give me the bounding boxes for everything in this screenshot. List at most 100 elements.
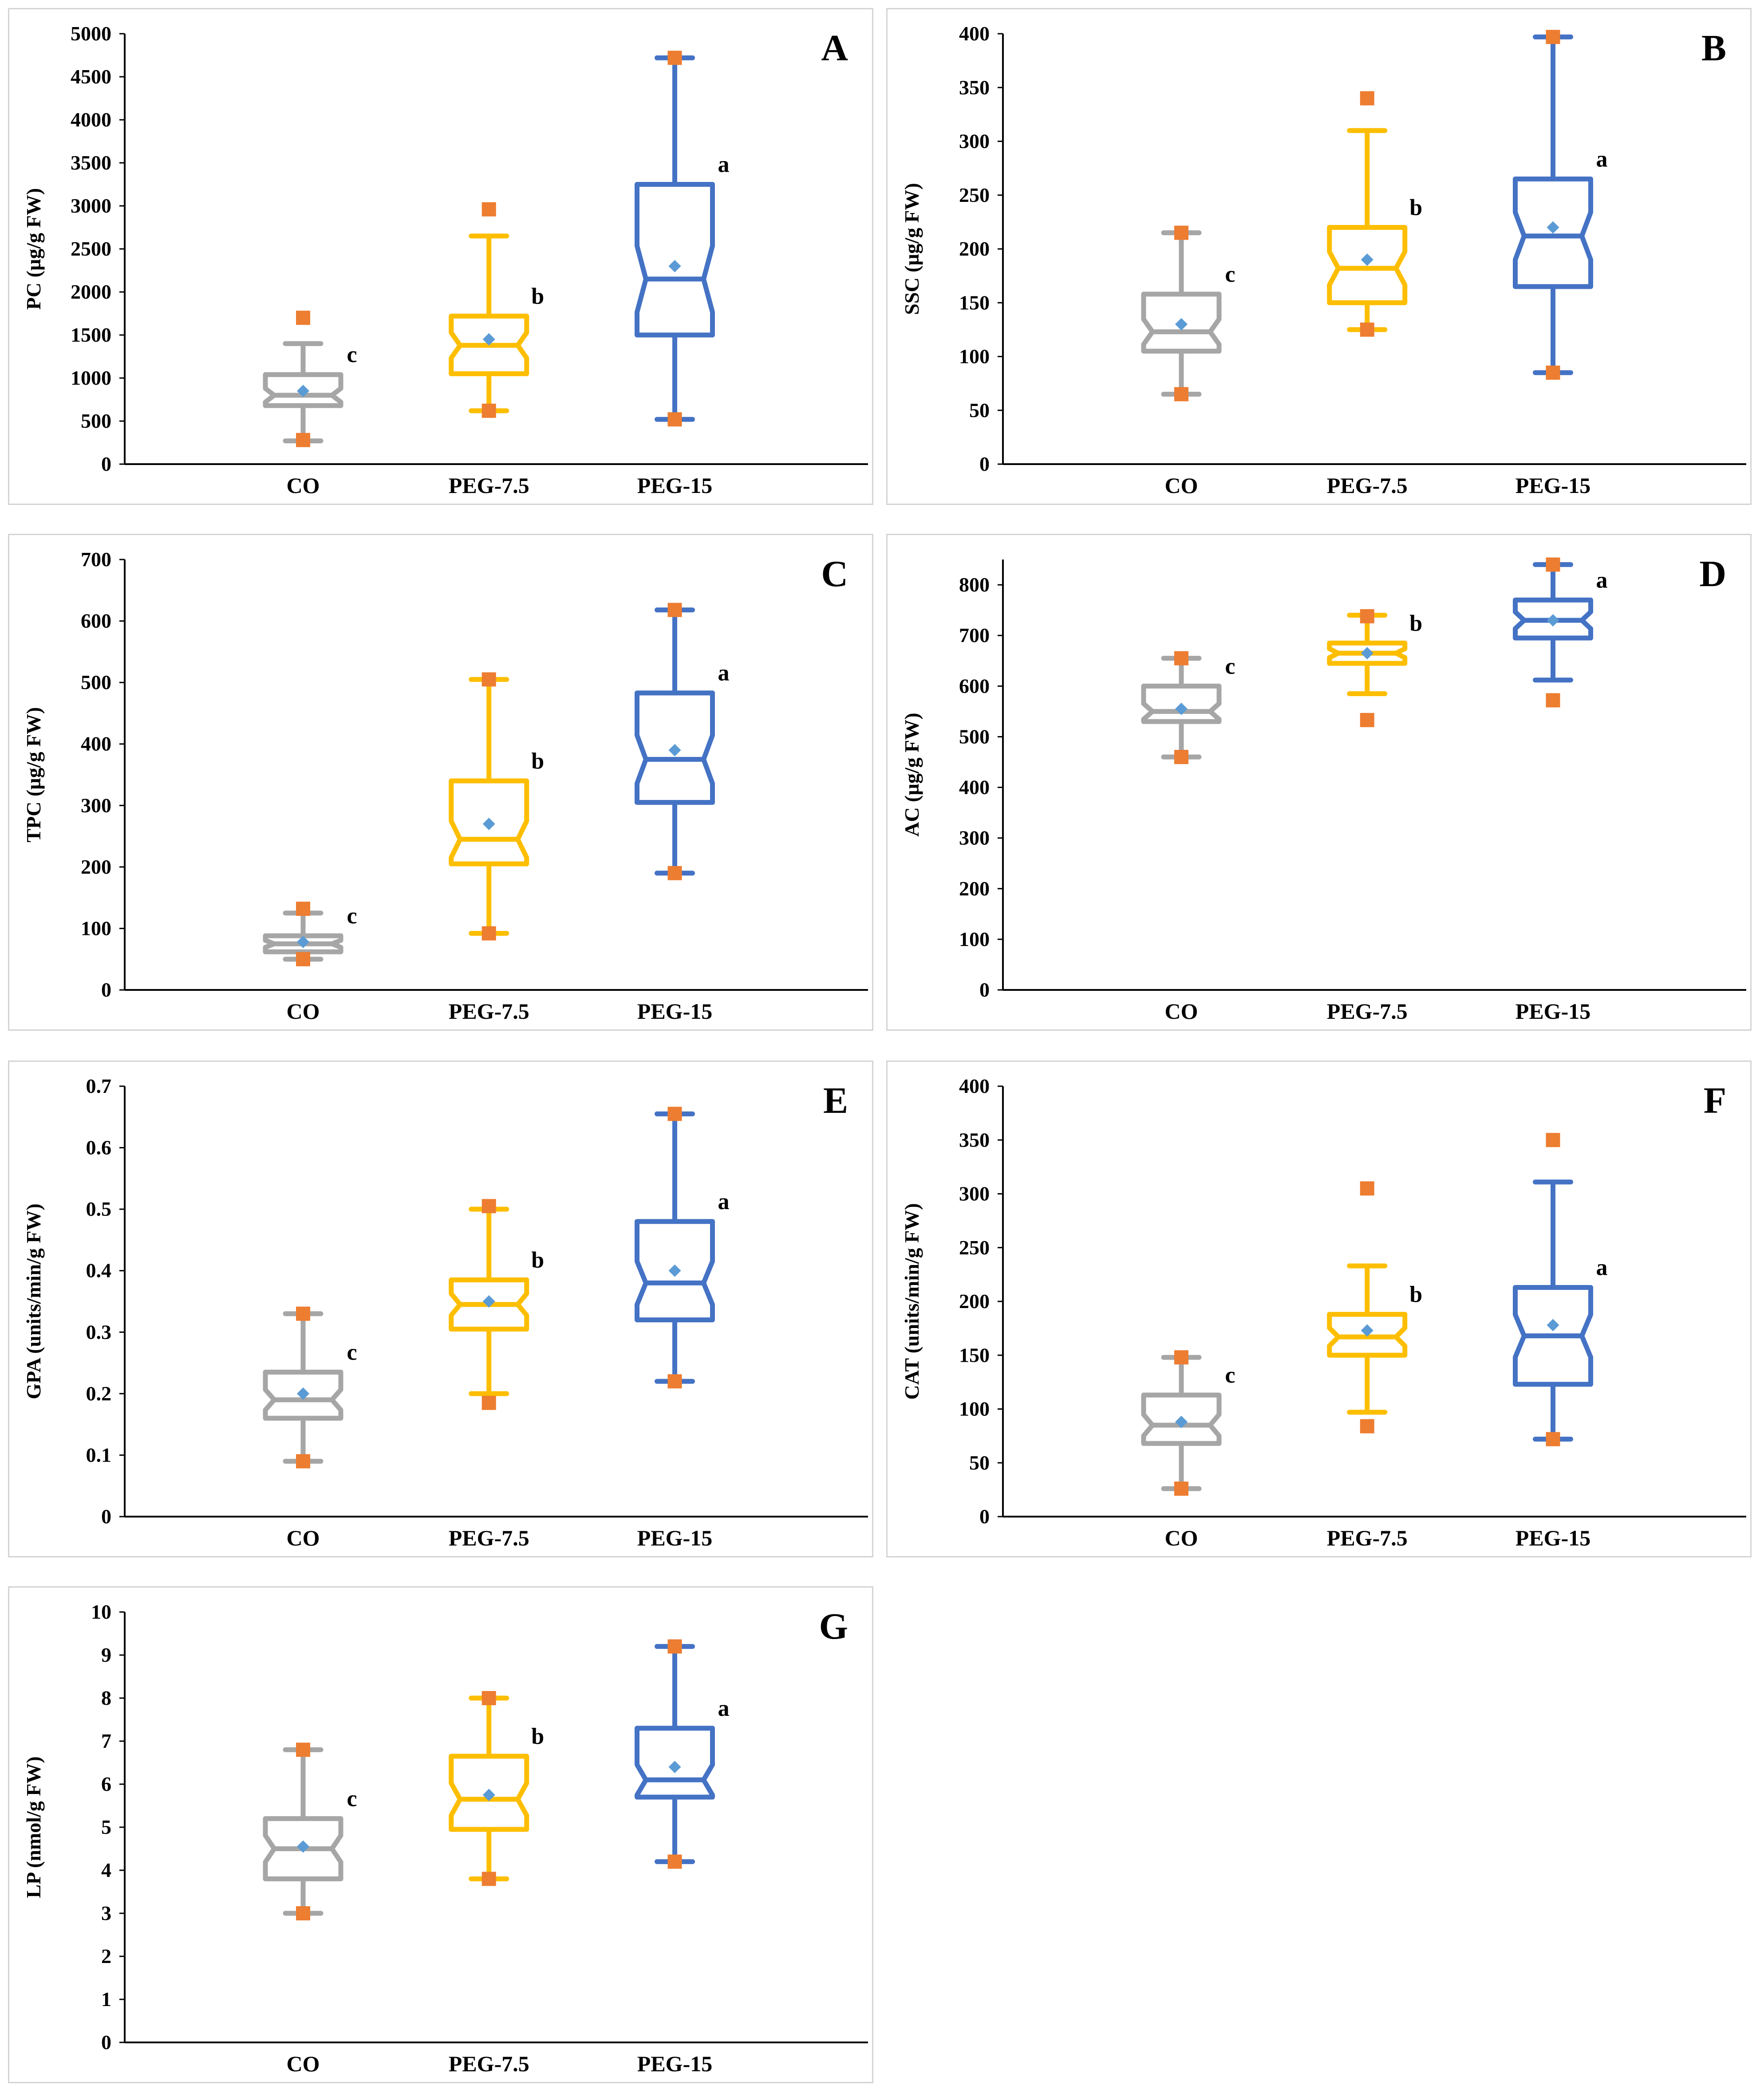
y-tick-label: 100 <box>81 917 111 939</box>
y-tick-label: 300 <box>959 130 990 153</box>
outlier-marker <box>296 952 310 966</box>
y-tick-label: 150 <box>959 291 990 314</box>
outlier-marker <box>667 412 682 427</box>
panel-letter: F <box>1704 1080 1726 1121</box>
x-category-label: PEG-15 <box>1515 1525 1590 1550</box>
outlier-marker <box>1174 651 1188 666</box>
y-tick-label: 800 <box>959 573 990 596</box>
outlier-marker <box>1546 365 1560 380</box>
panel-letter: E <box>823 1080 848 1121</box>
outlier-marker <box>1546 30 1560 44</box>
outlier-marker <box>667 1854 682 1869</box>
panel-letter: G <box>819 1606 848 1647</box>
x-category-label: PEG-15 <box>637 473 712 498</box>
outlier-marker <box>1546 693 1560 708</box>
y-tick-label: 100 <box>959 1398 990 1420</box>
box-peg-7.5: b <box>1327 609 1422 727</box>
outlier-marker <box>481 1199 496 1214</box>
significance-letter: b <box>1409 195 1422 221</box>
x-category-label: PEG-7.5 <box>449 2051 529 2076</box>
y-tick-label: 200 <box>959 237 990 260</box>
x-category-label: PEG-15 <box>1515 473 1590 498</box>
mean-marker <box>1361 647 1373 660</box>
mean-marker <box>482 333 495 346</box>
outlier-marker <box>1174 225 1188 240</box>
significance-letter: c <box>347 1786 357 1812</box>
y-tick-label: 600 <box>959 674 990 697</box>
outlier-marker <box>1174 750 1188 765</box>
y-tick-label: 300 <box>959 827 990 849</box>
box-peg-15: a <box>635 603 730 880</box>
box-peg-7.5: b <box>1327 1181 1422 1434</box>
chart-panel-e: 0 0.1 0.2 0.3 0.4 0.5 0.6 0.7 GPA (units/min/g F… <box>8 1060 873 1557</box>
mean-marker <box>1547 221 1559 234</box>
y-axis-title: CAT (units/min/g FW) <box>900 1203 923 1399</box>
y-tick-label: 250 <box>959 1236 990 1259</box>
panel-letter: B <box>1701 28 1726 69</box>
y-axis-title: GPA (units/min/g FW) <box>22 1203 45 1399</box>
y-axis-title: PC (µg/g FW) <box>22 188 45 310</box>
outlier-marker <box>296 311 310 325</box>
significance-letter: b <box>531 1248 544 1273</box>
x-category-label: PEG-15 <box>637 999 712 1024</box>
outlier-marker <box>667 1639 682 1654</box>
x-category-label: CO <box>287 999 320 1024</box>
outlier-marker <box>667 1107 682 1121</box>
y-tick-label: 0.6 <box>86 1136 112 1159</box>
y-tick-label: 400 <box>81 733 111 755</box>
chart-svg-f: 0 50 100 150 200 250 300 350 400 CAT (units/min/g… <box>900 1075 1746 1550</box>
outlier-marker <box>481 202 496 217</box>
panel-letter: D <box>1699 553 1726 595</box>
outlier-marker <box>296 433 310 447</box>
y-tick-label: 1 <box>101 1988 111 2010</box>
outlier-marker <box>1174 1350 1188 1365</box>
y-tick-label: 100 <box>959 345 990 368</box>
outlier-marker <box>667 603 682 617</box>
y-axis-title: LP (nmol/g FW) <box>22 1756 45 1898</box>
mean-marker <box>1175 702 1188 715</box>
y-tick-label: 50 <box>969 399 990 422</box>
y-tick-label: 0 <box>979 978 990 1001</box>
mean-marker <box>297 935 309 948</box>
outlier-marker <box>481 926 496 941</box>
y-tick-label: 9 <box>101 1644 111 1666</box>
box-co: c <box>263 902 357 966</box>
y-tick-label: 700 <box>959 624 990 646</box>
y-tick-label: 2000 <box>71 280 111 303</box>
y-tick-label: 350 <box>959 76 990 99</box>
y-tick-label: 400 <box>959 776 990 799</box>
y-tick-label: 500 <box>959 725 990 748</box>
box-co: c <box>1141 651 1235 765</box>
y-tick-label: 500 <box>81 410 111 432</box>
y-tick-label: 3500 <box>71 151 111 174</box>
box-peg-7.5: b <box>1327 91 1422 337</box>
x-category-label: CO <box>1165 999 1198 1024</box>
y-tick-label: 200 <box>959 877 990 900</box>
y-tick-label: 200 <box>959 1290 990 1313</box>
y-tick-label: 5000 <box>71 22 111 45</box>
box-co: c <box>1141 1350 1235 1496</box>
x-category-label: PEG-7.5 <box>1327 1525 1408 1550</box>
outlier-marker <box>1546 1133 1560 1147</box>
outlier-marker <box>1546 1432 1560 1447</box>
mean-marker <box>297 1840 309 1853</box>
y-tick-label: 150 <box>959 1344 990 1366</box>
outlier-marker <box>296 1306 310 1321</box>
x-category-label: PEG-15 <box>637 2051 712 2076</box>
box-peg-15: a <box>635 51 730 427</box>
chart-panel-c: 0 100 200 300 400 500 600 700 TPC (µg/g FW) C CO PE… <box>8 534 873 1031</box>
x-category-label: CO <box>287 2051 320 2076</box>
chart-panel-d: 0 100 200 300 400 500 600 700 800 AC (µg/g FW) D CO… <box>886 534 1752 1031</box>
significance-letter: a <box>1596 568 1608 593</box>
significance-letter: b <box>531 1724 544 1749</box>
significance-letter: a <box>1596 146 1608 172</box>
mean-marker <box>668 1264 681 1277</box>
outlier-marker <box>296 1454 310 1469</box>
x-category-label: CO <box>1165 1525 1198 1550</box>
significance-letter: b <box>1409 611 1422 636</box>
outlier-marker <box>1360 91 1374 106</box>
y-tick-label: 0 <box>101 453 111 475</box>
mean-marker <box>1361 1324 1373 1337</box>
y-axis-title: TPC (µg/g FW) <box>22 707 45 842</box>
mean-marker <box>482 1295 495 1308</box>
